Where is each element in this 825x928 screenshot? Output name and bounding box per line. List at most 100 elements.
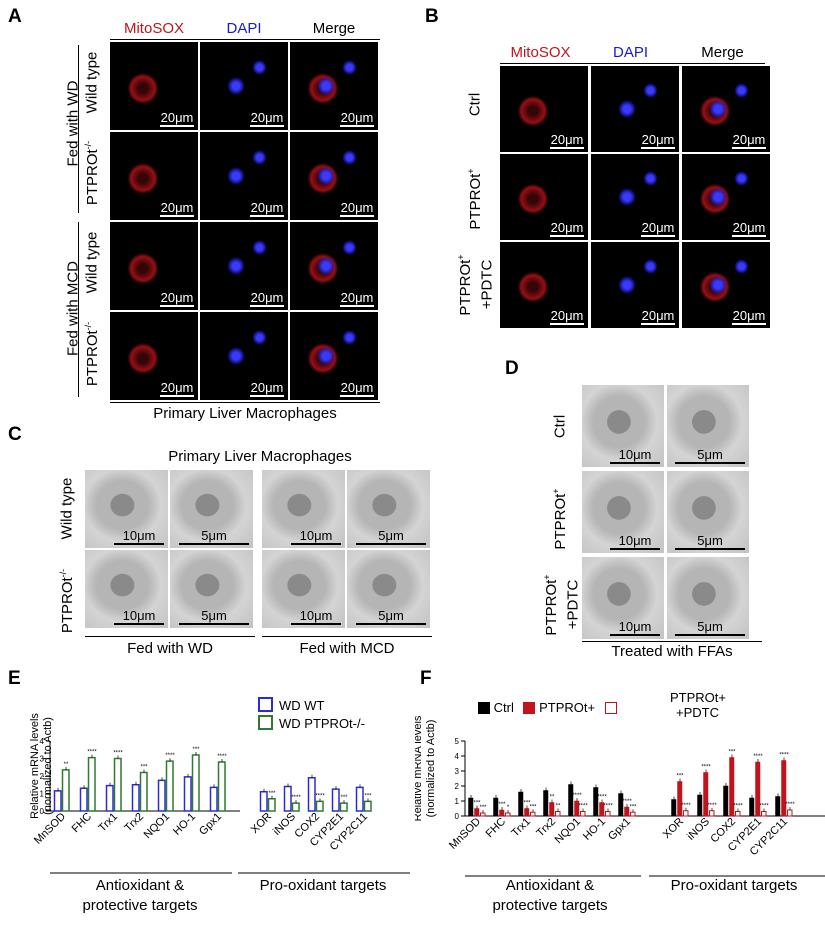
y-axis-label-2: (normalized to Actb) <box>42 717 54 815</box>
panel-b-image-r2-c1: 20μm <box>500 154 588 240</box>
significance-label: *** <box>364 793 372 799</box>
bar-FHC-1 <box>87 756 96 812</box>
panel-b-image-r2-c2: 20μm <box>591 154 679 240</box>
y-tick-label: 0 <box>455 812 460 821</box>
panel-b-image-r3-c1: 20μm <box>500 242 588 328</box>
legend-swatch-ptpro <box>523 702 536 714</box>
panel-c-em-r2-c1: 10μm <box>85 550 168 628</box>
scale-bar: 20μm <box>550 220 584 237</box>
bar-XOR-0 <box>259 791 268 812</box>
bar-Gpx1-1 <box>217 761 226 812</box>
category-label: Gpx1 <box>197 811 224 838</box>
bar-COX2-0 <box>723 785 729 817</box>
y-tick-label: 1 <box>455 797 460 806</box>
category-label: FHC <box>484 816 509 841</box>
bar-CYP2E1-0 <box>749 797 755 817</box>
panel-c-em-r2-c4: 5μm <box>347 550 430 628</box>
bar-Trx1-1 <box>524 808 530 817</box>
bar-Trx2-0 <box>131 784 140 812</box>
panel-a-row-2: PTPROt-/- <box>83 140 101 206</box>
significance-label: *** <box>728 750 736 756</box>
significance-label: **** <box>165 753 175 759</box>
panel-a-image-r2-c2: 20μm <box>200 132 288 220</box>
scale-bar: 5μm <box>356 528 426 545</box>
panel-a-caption: Primary Liver Macrophages <box>153 405 337 422</box>
y-tick-label: 4 <box>40 737 45 746</box>
significance-label: **** <box>779 753 789 759</box>
panel-f-legend: Ctrl PTPROt+ <box>478 700 617 715</box>
scale-bar: 20μm <box>250 110 284 127</box>
scale-bar: 5μm <box>675 447 745 464</box>
panel-b-header-mitosox: MitoSOX <box>510 44 571 61</box>
panel-d-label: D <box>505 358 519 379</box>
significance-label: ** <box>556 804 561 810</box>
significance-label: **** <box>572 793 582 799</box>
bar-XOR-1 <box>677 781 683 817</box>
panel-a-header-merge: Merge <box>312 20 356 37</box>
bar-FHC-2 <box>505 812 511 817</box>
y-tick-label: 4 <box>455 752 460 761</box>
panel-d-em-r1-c2: 5μm <box>667 385 749 467</box>
y-axis-label: Relative mRNA levels <box>415 715 424 821</box>
legend-swatch-ctrl <box>478 702 490 714</box>
significance-label: **** <box>785 802 795 808</box>
y-tick-label: 2 <box>40 772 45 781</box>
panel-f-legend-ptpro: PTPROt+ <box>539 700 596 715</box>
scale-bar: 20μm <box>641 132 675 149</box>
category-label: NQO1 <box>142 811 173 842</box>
significance-label: **** <box>707 803 717 809</box>
category-label: Trx1 <box>96 811 120 835</box>
panel-c-caption-line-wd <box>85 636 255 637</box>
panel-a-image-r1-c2: 20μm <box>200 42 288 130</box>
bar-Gpx1-2 <box>630 811 636 817</box>
bar-FHC-1 <box>499 809 505 817</box>
bar-Trx2-1 <box>139 771 148 812</box>
bar-NQO1-1 <box>165 760 174 812</box>
panel-c-em-r1-c4: 5μm <box>347 470 430 548</box>
scale-bar: 20μm <box>641 220 675 237</box>
scale-bar: 10μm <box>114 608 164 625</box>
bar-HO-1-1 <box>191 754 200 812</box>
panel-b-row-ptpro-pdtc-1: PTPROt+ <box>456 254 474 316</box>
bar-Trx1-0 <box>105 784 114 812</box>
significance-label: **** <box>753 754 763 760</box>
panel-a-header-dapi: DAPI <box>226 20 262 37</box>
panel-e-caption-anti-2: protective targets <box>82 897 198 914</box>
panel-a-header-mitosox: MitoSOX <box>123 20 184 37</box>
panel-e-legend: WD WT WD PTPROt-/- <box>258 697 365 733</box>
bar-COX2-2 <box>735 811 741 817</box>
significance-label: **** <box>701 765 711 771</box>
scale-bar: 5μm <box>356 608 426 625</box>
significance-label: **** <box>315 793 325 799</box>
bar-iNOS-1 <box>291 802 300 812</box>
y-tick-label: 0 <box>40 807 45 816</box>
panel-b-image-r3-c3: 20μm <box>682 242 770 328</box>
panel-d-em-r3-c1: 10μm <box>582 557 664 639</box>
panel-d-row-ptpro-pdtc-1: PTPROt+ <box>542 574 560 636</box>
scale-bar: 5μm <box>675 533 745 550</box>
panel-a-image-r1-c3: 20μm <box>290 42 378 130</box>
scale-bar: 20μm <box>250 380 284 397</box>
panel-b-header-dapi: DAPI <box>612 44 648 61</box>
bar-FHC-0 <box>493 797 499 817</box>
bar-MnSOD-2 <box>480 812 486 817</box>
scale-bar: 20μm <box>732 308 766 325</box>
panel-b-row-ptpro-pdtc-2: +PDTC <box>478 259 496 310</box>
category-label: Trx1 <box>509 816 533 840</box>
panel-a-image-r2-c3: 20μm <box>290 132 378 220</box>
significance-label: *** <box>529 804 537 810</box>
panel-d-caption-line <box>582 641 762 642</box>
scale-bar: 20μm <box>160 200 194 217</box>
significance-label: **** <box>113 751 123 757</box>
panel-a-row-1: Wild type <box>83 51 101 114</box>
y-axis-label-2: (normalized to Actb) <box>425 720 437 818</box>
legend-swatch-pdtc <box>604 702 617 714</box>
significance-label: **** <box>578 804 588 810</box>
bar-CYP2E1-1 <box>339 802 348 812</box>
panel-f-legend-ctrl: Ctrl <box>493 700 514 715</box>
scale-bar: 20μm <box>340 290 374 307</box>
bar-XOR-1 <box>267 798 276 812</box>
panel-a-row-4: PTPROt-/- <box>83 321 101 387</box>
legend-swatch-ko <box>258 715 273 730</box>
significance-label: **** <box>759 804 769 810</box>
